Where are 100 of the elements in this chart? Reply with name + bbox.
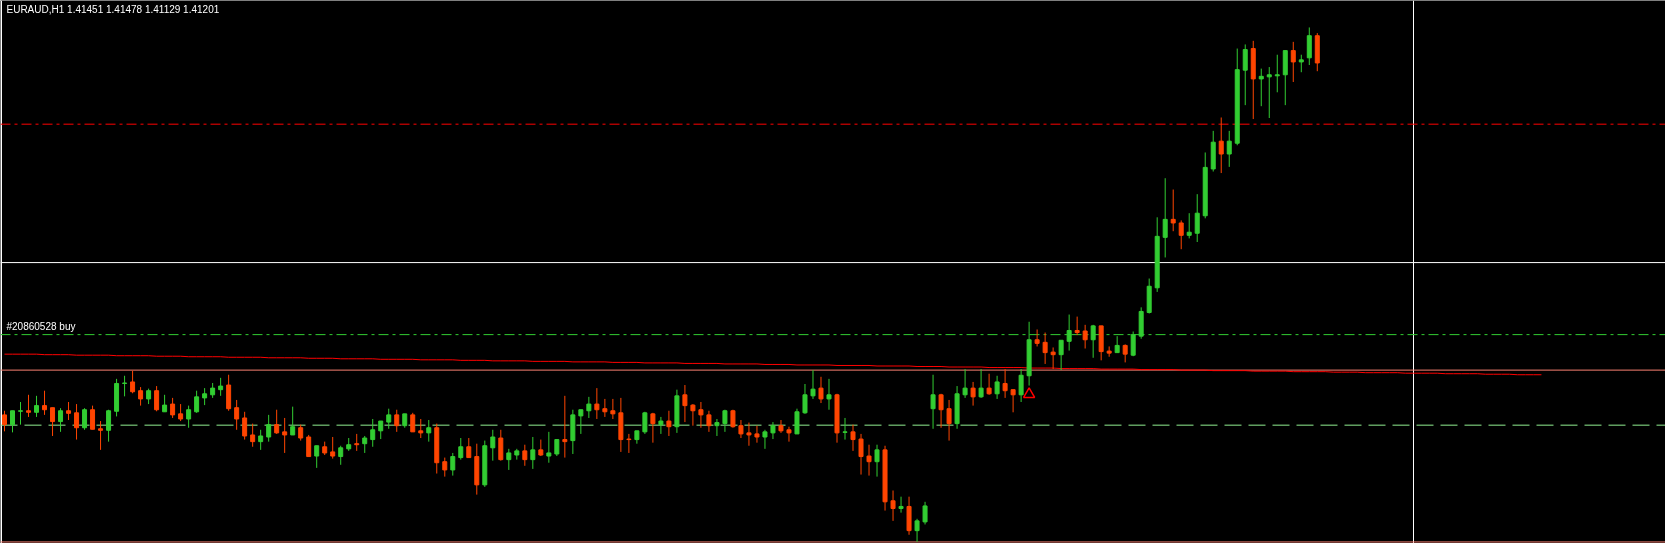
candlestick xyxy=(1082,324,1088,350)
candlestick xyxy=(1306,26,1312,66)
candlestick xyxy=(922,501,928,525)
candlestick xyxy=(986,373,992,396)
candlestick xyxy=(282,417,288,454)
candlestick xyxy=(658,416,664,435)
candlestick xyxy=(858,433,864,476)
candlestick xyxy=(946,399,952,442)
candlestick xyxy=(706,410,712,433)
candlestick xyxy=(466,437,472,459)
candlestick xyxy=(1218,117,1224,174)
ref-line-label: #20860528 buy xyxy=(6,320,76,332)
candlestick xyxy=(90,405,96,430)
candlestick xyxy=(330,436,336,460)
candlestick xyxy=(66,401,72,421)
candlestick xyxy=(10,410,16,433)
candlestick xyxy=(802,383,808,415)
candlestick xyxy=(978,368,984,399)
candlestick xyxy=(234,399,240,431)
candlestick xyxy=(754,425,760,444)
candlestick xyxy=(682,384,688,423)
candlestick xyxy=(562,395,568,459)
candlestick xyxy=(250,423,256,448)
candlestick xyxy=(490,429,496,462)
candlestick xyxy=(1274,54,1280,93)
candlestick xyxy=(1042,332,1048,365)
candlestick xyxy=(1242,43,1248,106)
candlestick xyxy=(1226,130,1232,168)
candlestick xyxy=(890,490,896,522)
candlestick xyxy=(610,398,616,420)
candlestick xyxy=(338,445,344,466)
candlestick xyxy=(130,370,136,394)
candlestick xyxy=(82,407,88,431)
candlestick xyxy=(970,381,976,407)
candlestick xyxy=(898,496,904,514)
candlestick xyxy=(226,374,232,412)
candlestick xyxy=(26,394,32,418)
candlestick xyxy=(818,376,824,404)
candlestick xyxy=(546,431,552,464)
candlestick xyxy=(1258,68,1264,107)
candlestick xyxy=(738,419,744,439)
candlestick xyxy=(714,418,720,437)
candlestick xyxy=(442,457,448,478)
candlestick xyxy=(450,452,456,477)
candlestick xyxy=(378,420,384,440)
candlestick xyxy=(74,403,80,441)
candlestick xyxy=(98,420,104,451)
candlestick xyxy=(394,409,400,433)
candlestick xyxy=(786,426,792,443)
candlestick xyxy=(186,405,192,429)
candlestick xyxy=(410,412,416,433)
candlestick xyxy=(306,434,312,458)
candlestick xyxy=(314,445,320,469)
candlestick xyxy=(1122,343,1128,363)
candlestick xyxy=(994,375,1000,400)
candlestick xyxy=(522,444,528,467)
candlestick xyxy=(50,407,56,437)
candlestick xyxy=(826,378,832,411)
candlestick xyxy=(34,395,40,418)
candlestick xyxy=(1178,219,1184,250)
candlestick xyxy=(930,374,936,430)
candlestick xyxy=(1010,389,1016,413)
candlestick xyxy=(842,417,848,441)
candlestick xyxy=(194,390,200,414)
candlestick xyxy=(914,518,920,543)
candlestick xyxy=(1194,193,1200,243)
candlestick xyxy=(506,448,512,471)
candlestick xyxy=(850,424,856,452)
candlestick xyxy=(962,368,968,399)
candlestick xyxy=(266,414,272,443)
candlestick xyxy=(170,397,176,419)
candlestick xyxy=(290,406,296,436)
candlestick xyxy=(938,393,944,429)
candlestick xyxy=(578,409,584,435)
candlestick xyxy=(258,429,264,451)
candlestick xyxy=(1290,41,1296,83)
candlestick xyxy=(2,410,7,432)
candlestick xyxy=(778,419,784,434)
candlestick xyxy=(762,429,768,450)
candlestick xyxy=(154,385,160,412)
candlestick xyxy=(122,375,128,397)
candlestick xyxy=(426,419,432,443)
candlestick xyxy=(650,412,656,444)
candlestick xyxy=(874,444,880,478)
candlestick xyxy=(218,377,224,397)
candlestick xyxy=(1002,368,1008,399)
candlestick xyxy=(794,408,800,435)
candlestick xyxy=(458,437,464,461)
candlestick xyxy=(418,418,424,439)
candlestick xyxy=(42,390,48,416)
candlestick xyxy=(698,401,704,429)
candlestick xyxy=(274,409,280,435)
candlestick xyxy=(594,387,600,420)
candlestick xyxy=(138,386,144,407)
candlestick xyxy=(1034,328,1040,347)
candlestick xyxy=(626,433,632,454)
candlestick xyxy=(530,436,536,470)
candlestick xyxy=(242,411,248,441)
chart-title: EURAUD,H1 1.41451 1.41478 1.41129 1.41201 xyxy=(6,3,220,15)
candlestick xyxy=(1266,66,1272,119)
